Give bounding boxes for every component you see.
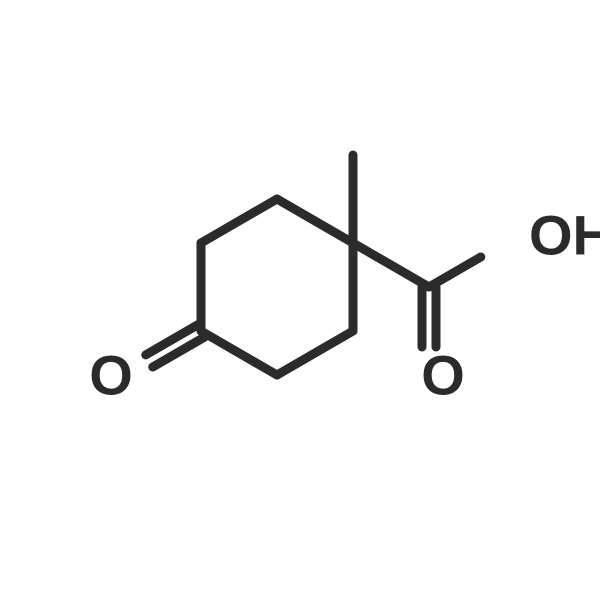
canvas-background [0,0,600,600]
atom-label-oh-2: OH [529,204,600,267]
chemical-structure: O O OH [0,0,600,600]
atom-label-o-1: O [421,344,465,407]
atom-label-o-0: O [89,344,133,407]
